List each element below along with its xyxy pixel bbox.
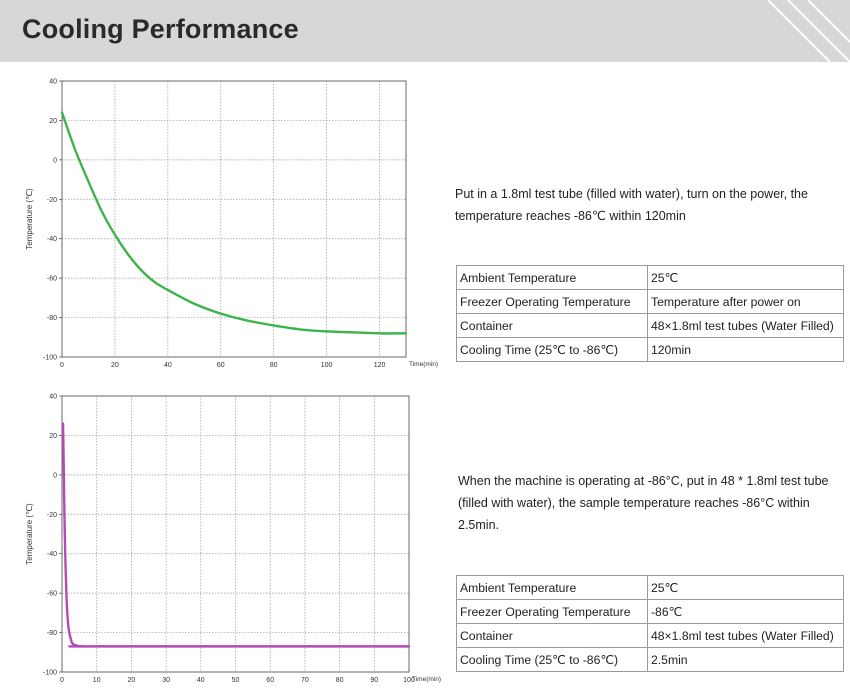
y-tick-label: -100 [43, 355, 57, 362]
y-tick-label: 20 [49, 433, 57, 440]
table-row: Cooling Time (25℃ to -86℃) 120min [456, 337, 844, 362]
series-line-1 [60, 111, 408, 335]
series-line-2 [61, 422, 411, 648]
spec-label: Freezer Operating Temperature [456, 599, 648, 624]
y-axis-label: Temperature (℃) [25, 503, 34, 565]
y-tick-label: 0 [53, 472, 57, 479]
spec-label: Cooling Time (25℃ to -86℃) [456, 337, 648, 362]
table-row: Cooling Time (25℃ to -86℃) 2.5min [456, 647, 844, 672]
table-row: Container 48×1.8ml test tubes (Water Fil… [456, 313, 844, 338]
cooling-chart-1: 0 20 40 60 80 100 120 -100 -80 -60 -40 -20 0 20 40 Time… [0, 62, 450, 382]
y-tick-label: -80 [47, 315, 57, 322]
x-tick-label: 20 [111, 362, 119, 369]
x-tick-label: 0 [60, 677, 64, 684]
y-tick-label: -60 [47, 276, 57, 283]
y-tick-label: 0 [53, 157, 57, 164]
spec-label: Container [456, 313, 648, 338]
spec-label: Freezer Operating Temperature [456, 289, 648, 314]
x-tick-label: 10 [93, 677, 101, 684]
y-tick-label: -40 [47, 551, 57, 558]
y-tick-label: 40 [49, 79, 57, 86]
spec-value: Temperature after power on [647, 289, 844, 314]
y-tick-label: -20 [47, 197, 57, 204]
x-tick-label: 0 [60, 362, 64, 369]
header-decoration [767, 0, 850, 62]
y-tick-label: 20 [49, 118, 57, 125]
table-row: Freezer Operating Temperature Temperatur… [456, 289, 844, 314]
x-tick-label: 40 [197, 677, 205, 684]
section1-description: Put in a 1.8ml test tube (filled with wa… [455, 187, 808, 223]
x-tick-label: 100 [403, 677, 415, 684]
table-row: Container 48×1.8ml test tubes (Water Fil… [456, 623, 844, 648]
spec-label: Ambient Temperature [456, 265, 648, 290]
section2-spec-table: Ambient Temperature 25℃ Freezer Operatin… [456, 575, 844, 672]
spec-label: Cooling Time (25℃ to -86℃) [456, 647, 648, 672]
x-tick-label: 60 [266, 677, 274, 684]
y-tick-label: -100 [43, 670, 57, 677]
table-row: Ambient Temperature 25℃ [456, 265, 844, 290]
x-tick-label: 100 [321, 362, 333, 369]
cooling-chart-1-svg: 0 20 40 60 80 100 120 -100 -80 -60 -40 -20 0 20 40 Time… [25, 79, 438, 370]
spec-label: Container [456, 623, 648, 648]
x-tick-label: 120 [374, 362, 386, 369]
y-tick-label: -20 [47, 512, 57, 519]
x-tick-label: 20 [128, 677, 136, 684]
y-tick-label: -80 [47, 630, 57, 637]
spec-value: 2.5min [647, 647, 844, 672]
table-row: Freezer Operating Temperature -86℃ [456, 599, 844, 624]
spec-label: Ambient Temperature [456, 575, 648, 600]
table-row: Ambient Temperature 25℃ [456, 575, 844, 600]
y-tick-label: -60 [47, 591, 57, 598]
x-tick-label: 80 [270, 362, 278, 369]
y-tick-label: 40 [49, 394, 57, 401]
section2-description: When the machine is operating at -86°C, … [458, 474, 829, 532]
x-tick-label: 40 [164, 362, 172, 369]
spec-value: -86℃ [647, 599, 844, 624]
x-tick-label: 80 [336, 677, 344, 684]
cooling-chart-2: 0 10 20 30 40 50 60 70 80 90 100 -100 -80 -60 -40 -20 0 2… [0, 382, 450, 692]
x-tick-label: 90 [370, 677, 378, 684]
plot-frame [61, 80, 407, 358]
spec-value: 25℃ [647, 265, 844, 290]
cooling-chart-2-svg: 0 10 20 30 40 50 60 70 80 90 100 -100 -80 -60 -40 -20 0 2… [25, 394, 441, 685]
x-tick-label: 60 [217, 362, 225, 369]
x-axis-label: Time(min) [412, 676, 441, 683]
page-header: Cooling Performance [0, 0, 850, 62]
y-axis-label: Temperature (℃) [25, 188, 34, 250]
spec-value: 120min [647, 337, 844, 362]
y-tick-label: -40 [47, 236, 57, 243]
section1-spec-table: Ambient Temperature 25℃ Freezer Operatin… [456, 265, 844, 362]
x-tick-label: 50 [232, 677, 240, 684]
page-title: Cooling Performance [22, 14, 299, 44]
spec-value: 25℃ [647, 575, 844, 600]
x-tick-label: 70 [301, 677, 309, 684]
x-tick-label: 30 [162, 677, 170, 684]
x-axis-label: Time(min) [409, 361, 438, 368]
spec-value: 48×1.8ml test tubes (Water Filled) [647, 623, 844, 648]
spec-value: 48×1.8ml test tubes (Water Filled) [647, 313, 844, 338]
